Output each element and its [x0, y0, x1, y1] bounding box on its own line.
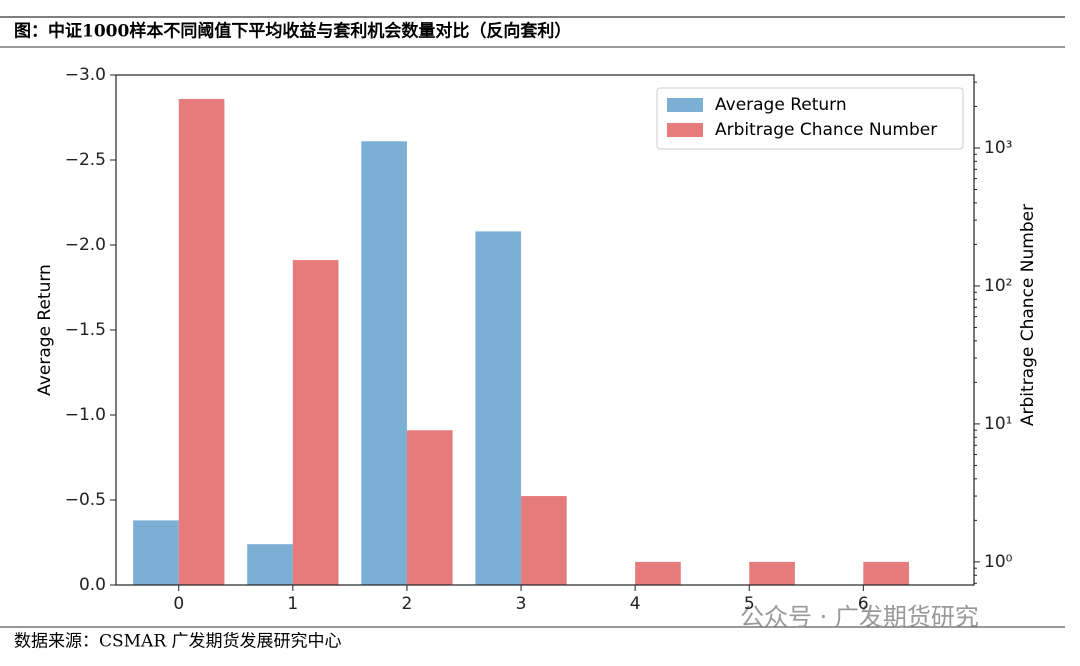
legend-label: Average Return	[715, 95, 847, 115]
y-tick-label: −2.5	[65, 150, 106, 170]
y-tick-label: 0.0	[79, 575, 106, 595]
figure-title: 图：中证1000样本不同阈值下平均收益与套利机会数量对比（反向套利）	[14, 21, 571, 42]
y-tick-label: −3.0	[65, 65, 106, 85]
y-axis-label: Average Return	[35, 264, 55, 396]
bar	[178, 98, 225, 585]
y2-axis-label: Arbitrage Chance Number	[1018, 204, 1038, 426]
bar	[863, 561, 909, 585]
bar	[292, 260, 339, 585]
source-note: 数据来源：CSMAR 广发期货发展研究中心	[14, 632, 342, 652]
x-tick-label: 4	[630, 594, 641, 614]
bar	[521, 496, 567, 585]
bar	[361, 141, 407, 586]
y2-tick-label: 10³	[984, 138, 1012, 158]
legend-box	[656, 87, 964, 150]
bar	[133, 520, 179, 585]
x-tick-label: 3	[516, 594, 527, 614]
y2-tick-label: 10¹	[984, 414, 1012, 434]
bar	[749, 561, 795, 585]
y-tick-label: −2.0	[65, 235, 106, 255]
y2-tick-label: 10²	[984, 276, 1012, 296]
y2-tick-label: 10⁰	[984, 552, 1013, 572]
x-tick-label: 1	[287, 594, 298, 614]
bar	[475, 231, 522, 585]
bar	[247, 544, 293, 585]
watermark: 公众号 · 广发期货研究	[740, 603, 979, 631]
x-tick-label: 6	[858, 594, 869, 614]
y-tick-label: −1.5	[65, 320, 106, 340]
legend-label: Arbitrage Chance Number	[715, 120, 937, 140]
y-tick-label: −0.5	[65, 490, 106, 510]
legend-swatch	[667, 98, 703, 112]
x-tick-label: 0	[173, 594, 184, 614]
x-tick-label: 2	[402, 594, 413, 614]
legend-swatch	[667, 123, 703, 137]
chart: 0 1 2 3 4 5 6 0.0 −0.5 −1.0 −1.5 −2.0 −2.5 −3.0 10⁰ 10¹…	[35, 65, 1038, 614]
y-tick-label: −1.0	[65, 405, 106, 425]
x-tick-label: 5	[744, 594, 755, 614]
bar	[406, 430, 453, 585]
bar	[635, 561, 681, 585]
